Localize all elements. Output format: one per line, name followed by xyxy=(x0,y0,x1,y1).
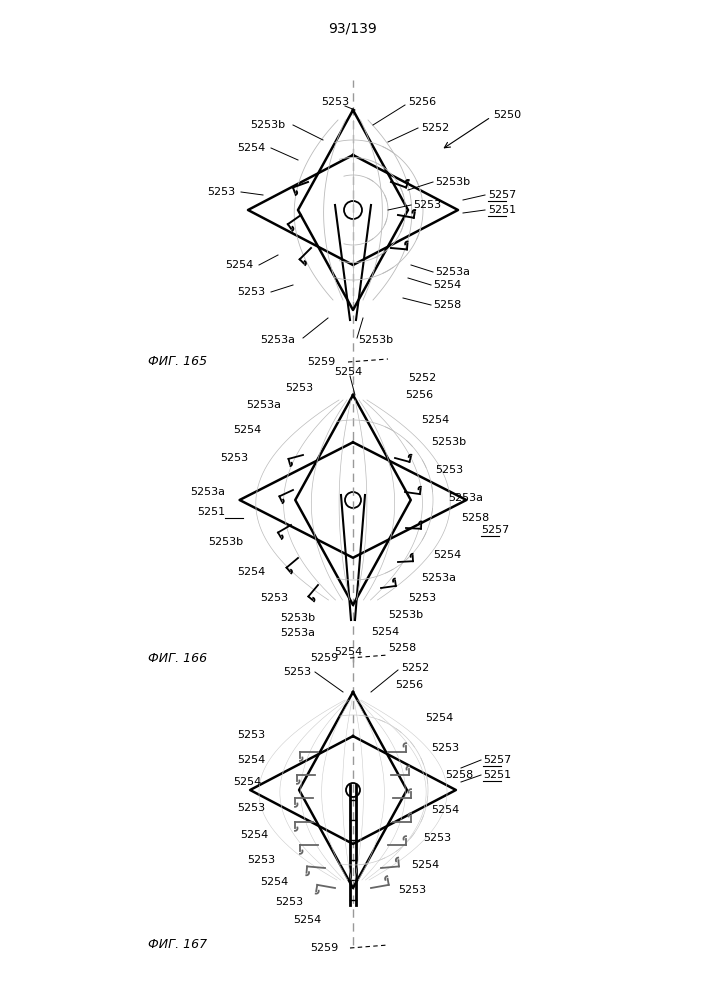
Text: 5257: 5257 xyxy=(483,755,511,765)
Text: 5253a: 5253a xyxy=(448,493,483,503)
Text: 5253a: 5253a xyxy=(280,628,315,638)
Text: 5251: 5251 xyxy=(197,507,225,517)
Text: 5259: 5259 xyxy=(307,357,335,367)
Text: 5254: 5254 xyxy=(233,425,261,435)
Text: 5253: 5253 xyxy=(220,453,248,463)
Text: 5251: 5251 xyxy=(488,205,516,215)
Text: 5254: 5254 xyxy=(421,415,449,425)
Text: 5253: 5253 xyxy=(413,200,441,210)
Text: 5253: 5253 xyxy=(247,855,275,865)
Text: 5254: 5254 xyxy=(233,777,261,787)
Text: 5254: 5254 xyxy=(431,805,460,815)
Text: 5253a: 5253a xyxy=(421,573,456,583)
Text: 5254: 5254 xyxy=(371,627,399,637)
Text: 5253: 5253 xyxy=(260,593,288,603)
Text: 5253b: 5253b xyxy=(431,437,466,447)
Text: 5253: 5253 xyxy=(237,803,265,813)
Text: 5254: 5254 xyxy=(240,830,268,840)
Text: 5253a: 5253a xyxy=(260,335,295,345)
Text: 5253b: 5253b xyxy=(435,177,470,187)
Text: 5256: 5256 xyxy=(408,97,436,107)
Text: 5253: 5253 xyxy=(431,743,459,753)
Text: 5254: 5254 xyxy=(411,860,439,870)
Text: 5259: 5259 xyxy=(310,943,338,953)
Text: 5253a: 5253a xyxy=(190,487,225,497)
Text: 5253: 5253 xyxy=(237,287,265,297)
Text: 5254: 5254 xyxy=(433,550,461,560)
Text: 5253: 5253 xyxy=(435,465,463,475)
Text: 5253: 5253 xyxy=(275,897,303,907)
Text: 5253: 5253 xyxy=(408,593,436,603)
Text: 5252: 5252 xyxy=(401,663,429,673)
Text: 5254: 5254 xyxy=(293,915,321,925)
Text: 5258: 5258 xyxy=(433,300,461,310)
Text: 5253b: 5253b xyxy=(280,613,315,623)
Text: 5256: 5256 xyxy=(405,390,433,400)
Text: 5252: 5252 xyxy=(421,123,449,133)
Text: 5253: 5253 xyxy=(398,885,426,895)
Text: 5253: 5253 xyxy=(283,667,311,677)
Text: 5253b: 5253b xyxy=(250,120,285,130)
Text: 5253: 5253 xyxy=(423,833,451,843)
Text: 5250: 5250 xyxy=(493,110,521,120)
Text: 5254: 5254 xyxy=(237,567,265,577)
Text: 5254: 5254 xyxy=(334,647,362,657)
Text: 5253: 5253 xyxy=(321,97,349,107)
Text: ФИГ. 166: ФИГ. 166 xyxy=(148,652,207,665)
Text: 5253b: 5253b xyxy=(208,537,243,547)
Text: 5258: 5258 xyxy=(445,770,473,780)
Text: 93/139: 93/139 xyxy=(329,22,378,36)
Text: 5258: 5258 xyxy=(388,643,416,653)
Text: 5253b: 5253b xyxy=(358,335,393,345)
Text: 5254: 5254 xyxy=(259,877,288,887)
Text: 5259: 5259 xyxy=(310,653,338,663)
Text: 5253a: 5253a xyxy=(435,267,470,277)
Text: 5254: 5254 xyxy=(334,367,362,377)
Text: 5252: 5252 xyxy=(408,373,436,383)
Text: 5257: 5257 xyxy=(488,190,516,200)
Text: 5254: 5254 xyxy=(237,755,265,765)
Text: 5254: 5254 xyxy=(237,143,265,153)
Text: 5251: 5251 xyxy=(483,770,511,780)
Text: 5253a: 5253a xyxy=(246,400,281,410)
Text: 5256: 5256 xyxy=(395,680,423,690)
Text: 5257: 5257 xyxy=(481,525,509,535)
Text: 5258: 5258 xyxy=(461,513,489,523)
Text: 5253b: 5253b xyxy=(388,610,423,620)
Text: 5253: 5253 xyxy=(207,187,235,197)
Text: ФИГ. 167: ФИГ. 167 xyxy=(148,938,207,951)
Text: 5253: 5253 xyxy=(237,730,265,740)
Text: 5254: 5254 xyxy=(225,260,253,270)
Text: ФИГ. 165: ФИГ. 165 xyxy=(148,355,207,368)
Text: 5254: 5254 xyxy=(433,280,461,290)
Text: 5254: 5254 xyxy=(425,713,453,723)
Text: 5253: 5253 xyxy=(285,383,313,393)
